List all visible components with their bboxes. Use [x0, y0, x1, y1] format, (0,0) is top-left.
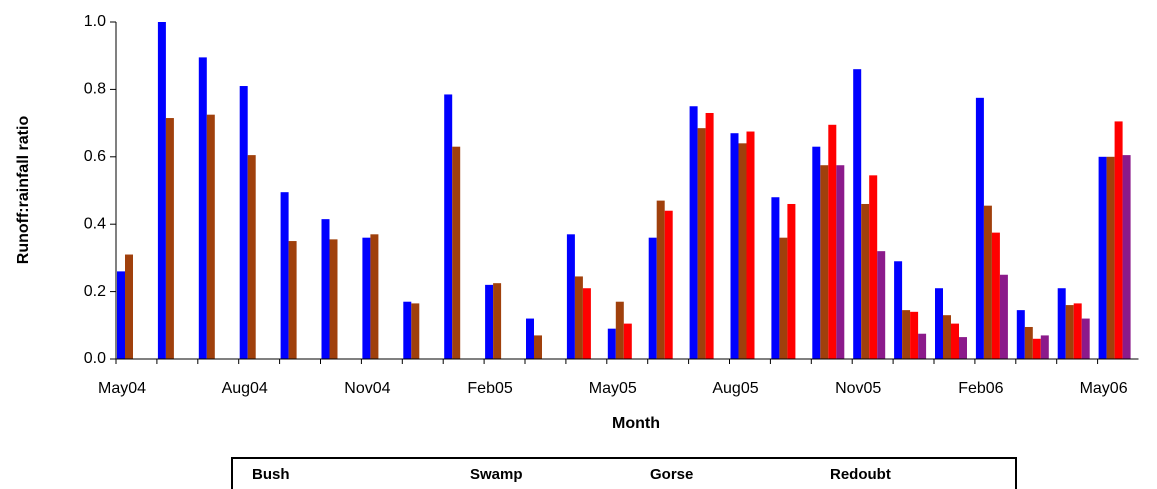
bar	[607, 328, 616, 359]
y-axis-title: Runoff:rainfall ratio	[15, 116, 32, 265]
bar	[738, 143, 747, 359]
bar	[999, 274, 1008, 359]
bar	[894, 261, 903, 359]
y-tick-label: 1.0	[84, 13, 106, 30]
bar	[697, 128, 706, 359]
bar	[411, 303, 420, 359]
bar	[828, 124, 837, 359]
bar	[853, 69, 862, 360]
bar	[1106, 156, 1115, 359]
bar	[157, 22, 166, 359]
bar	[771, 197, 780, 359]
bar	[746, 131, 755, 359]
bar	[943, 315, 951, 359]
bar	[370, 234, 379, 359]
bar	[1065, 305, 1074, 359]
x-tick-label: May04	[98, 380, 146, 397]
bar	[836, 165, 845, 359]
x-tick-label: Nov05	[835, 380, 881, 397]
bar	[1098, 156, 1107, 359]
bar	[705, 112, 714, 360]
bar	[526, 318, 534, 359]
bar	[861, 203, 870, 359]
bar	[1114, 121, 1123, 359]
bar	[664, 210, 673, 359]
x-axis-title: Month	[612, 415, 660, 432]
bar	[125, 254, 133, 359]
bar	[485, 284, 494, 359]
bar	[321, 219, 330, 359]
legend-label: Gorse	[650, 466, 693, 483]
y-tick-label: 0.0	[84, 350, 106, 367]
bar	[615, 301, 624, 359]
bar	[877, 251, 886, 359]
bar	[1073, 303, 1082, 359]
y-tick-label: 0.6	[84, 148, 106, 165]
x-tick-label: Aug04	[222, 380, 268, 397]
bar	[1032, 338, 1041, 359]
x-tick-label: Nov04	[344, 380, 390, 397]
bar	[656, 200, 665, 359]
bar	[648, 237, 657, 359]
x-tick-label: Feb06	[958, 380, 1003, 397]
bar	[787, 203, 796, 359]
bar	[975, 97, 984, 359]
bar	[1040, 335, 1049, 359]
bar	[534, 335, 542, 359]
bar	[869, 175, 878, 359]
bar	[1024, 326, 1033, 359]
bar	[206, 114, 215, 359]
bar	[935, 288, 943, 359]
legend-label: Swamp	[470, 466, 523, 483]
bar	[493, 283, 502, 359]
bar	[403, 301, 412, 359]
legend-box	[231, 457, 1017, 489]
bar	[280, 192, 289, 359]
bar	[812, 146, 821, 359]
bar	[452, 146, 461, 359]
bar	[198, 57, 207, 359]
bar	[1057, 288, 1066, 359]
bar	[689, 106, 698, 359]
bar	[779, 237, 788, 359]
legend-label: Redoubt	[830, 466, 891, 483]
bar	[362, 237, 371, 359]
y-tick-label: 0.4	[84, 215, 106, 232]
bar	[582, 288, 591, 359]
bar	[329, 239, 338, 359]
bar	[1122, 155, 1131, 359]
bar	[165, 118, 174, 359]
bar	[820, 165, 829, 359]
bar	[444, 94, 453, 359]
bar	[1081, 318, 1090, 359]
bar	[574, 276, 583, 359]
x-tick-label: Feb05	[467, 380, 512, 397]
bar	[991, 232, 1000, 359]
x-tick-label: May06	[1080, 380, 1128, 397]
bar	[910, 311, 919, 359]
bar	[902, 310, 911, 359]
bar	[247, 155, 256, 359]
legend-label: Bush	[252, 466, 290, 483]
y-tick-label: 0.8	[84, 81, 106, 98]
bar	[918, 333, 927, 359]
bar	[1016, 310, 1025, 359]
y-tick-label: 0.2	[84, 283, 106, 300]
x-tick-label: Aug05	[712, 380, 758, 397]
bar	[959, 337, 967, 359]
x-tick-label: May05	[589, 380, 637, 397]
bar	[117, 271, 125, 359]
bar	[239, 86, 248, 359]
bar	[623, 323, 632, 359]
bar	[983, 205, 992, 359]
bar	[730, 133, 739, 359]
bar	[951, 323, 959, 359]
bar	[566, 234, 575, 359]
bar	[288, 241, 297, 359]
